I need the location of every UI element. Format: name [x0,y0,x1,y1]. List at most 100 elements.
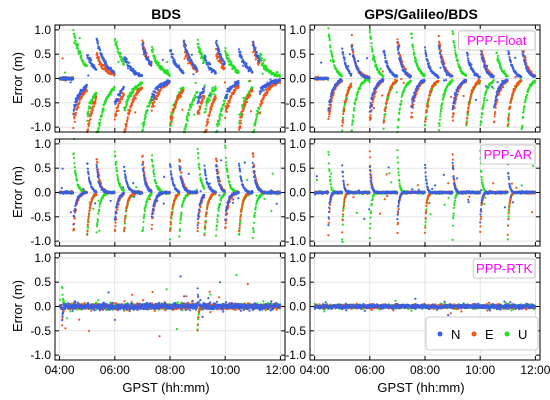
data-point [495,93,499,96]
data-point [341,118,345,121]
data-point [480,52,483,56]
data-point [213,93,216,96]
data-point [146,109,149,112]
data-point [444,68,447,71]
data-point [526,93,529,96]
data-point [452,112,455,115]
data-point [384,106,387,109]
data-point [75,174,78,177]
data-point [237,82,240,85]
data-point [69,81,72,84]
data-point [409,75,412,78]
data-point [152,96,156,100]
data-point [114,112,117,115]
data-point [258,60,261,63]
data-point [444,92,447,95]
data-point [384,110,387,113]
data-point [341,121,344,124]
data-point [197,43,200,46]
data-point [483,96,486,99]
data-point [230,61,233,64]
data-point [91,107,94,110]
data-point [386,62,389,65]
data-point [194,96,197,99]
data-point [223,102,226,105]
data-point [102,109,105,112]
data-point [72,108,76,111]
data-point [165,83,169,86]
data-point [73,41,76,44]
data-point [373,59,377,62]
data-point [494,99,497,102]
data-point [200,53,204,56]
data-point [521,124,524,127]
data-point [249,110,252,113]
data-point [150,109,153,112]
data-point [427,62,430,65]
data-point [492,75,495,78]
data-point [514,56,517,60]
data-point [154,56,157,59]
data-point [239,119,242,122]
data-point [426,103,429,106]
data-point [494,102,497,105]
data-point [61,57,64,60]
data-point [509,105,512,108]
data-point [409,79,412,82]
data-point [479,123,482,126]
data-point [412,103,415,106]
data-point [455,93,458,96]
data-point [192,99,196,102]
data-point [383,51,386,54]
data-point [205,124,208,127]
data-point [373,95,376,98]
data-point [341,47,344,50]
data-point [240,55,243,59]
data-point [181,69,184,72]
data-point [261,62,265,65]
data-point [77,106,80,109]
data-point [451,115,454,119]
data-point [468,101,471,104]
data-point [499,63,502,66]
data-point [381,94,384,97]
data-point [482,102,485,105]
data-point [189,106,193,109]
data-point [508,53,511,56]
data-point [72,126,75,130]
data-point [398,45,401,48]
data-point [507,122,510,125]
data-point [438,42,441,45]
data-point [329,44,332,47]
data-point [454,96,457,99]
data-point [171,53,174,56]
data-point [511,64,514,67]
data-point [450,95,453,99]
data-point [94,102,97,105]
data-point [210,107,213,111]
data-point [397,51,400,54]
data-point [534,81,537,84]
data-point [350,33,353,37]
data-point [329,98,332,101]
data-point [520,79,523,82]
data-point [125,102,128,105]
data-point [203,84,206,87]
data-point [441,102,444,105]
data-point [491,85,494,88]
data-point [260,57,263,60]
data-point [183,57,186,60]
data-point [100,52,103,56]
data-point [239,50,242,54]
data-point [359,87,362,90]
data-point [350,72,353,76]
data-point [126,116,129,119]
data-point [156,88,159,91]
data-point [181,108,184,111]
data-point [219,53,222,56]
data-point [424,118,427,121]
data-point [467,57,470,60]
data-point [444,79,448,82]
data-point [154,91,157,94]
